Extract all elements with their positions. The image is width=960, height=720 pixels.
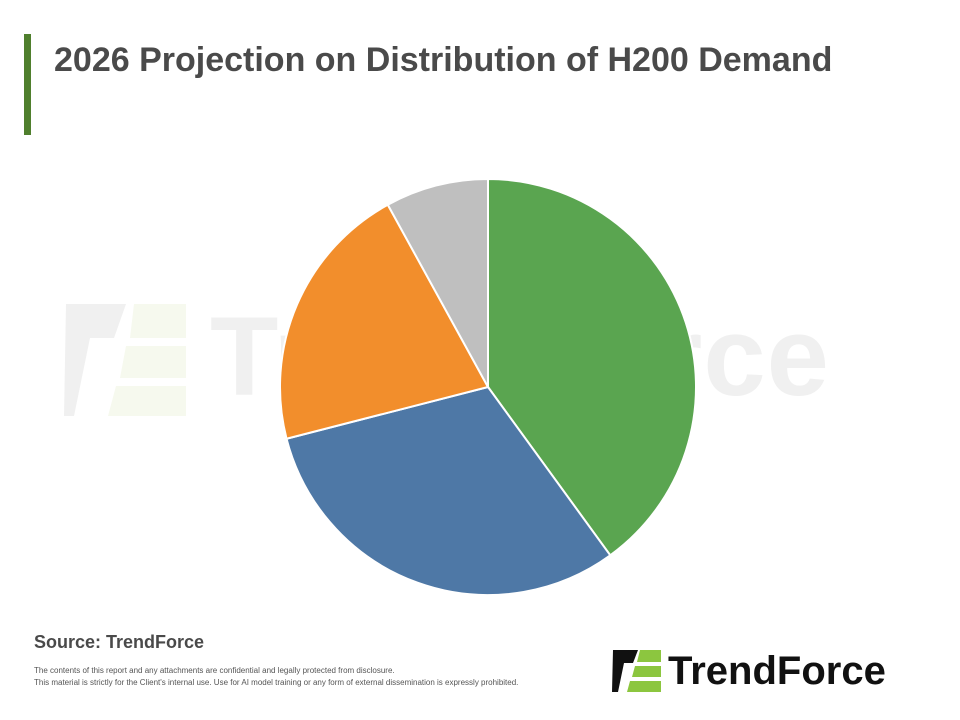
disclaimer-line-1: The contents of this report and any atta…: [34, 666, 395, 675]
source-text: Source: TrendForce: [34, 632, 205, 652]
pie-slice-2: [285, 385, 612, 597]
trendforce-logo: TrendForce: [612, 646, 932, 696]
watermark-logo-icon: [64, 304, 186, 416]
pie-slice-3: [279, 203, 490, 440]
pie-slice-1: [487, 177, 697, 557]
title-accent-bar: [24, 34, 31, 135]
disclaimer-line-2: This material is strictly for the Client…: [34, 678, 519, 687]
logo-text: TrendForce: [668, 649, 886, 693]
pie-slice-4: [386, 177, 489, 388]
trendforce-logo-icon: [612, 650, 661, 692]
page-title: 2026 Projection on Distribution of H200 …: [54, 41, 833, 79]
disclaimer: The contents of this report and any atta…: [34, 665, 518, 689]
